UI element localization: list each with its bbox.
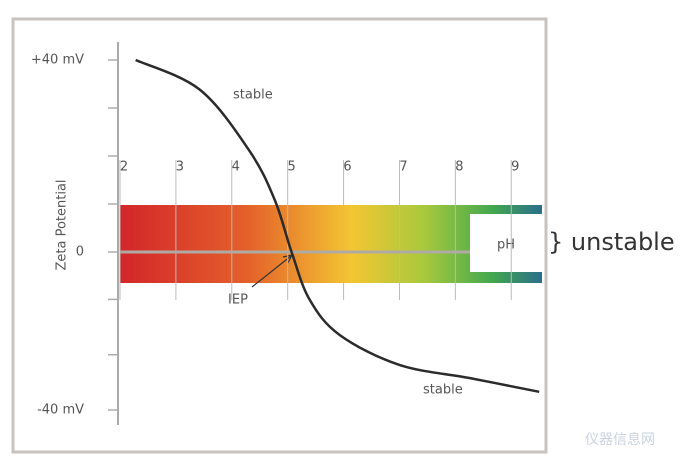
x-tick-label: 4 [232, 160, 240, 175]
x-tick-label: 5 [288, 160, 296, 175]
watermark: 仪器信息网 [585, 431, 655, 448]
x-tick-label: 9 [511, 160, 519, 175]
x-tick-label: 6 [343, 160, 351, 175]
x-tick-label: 3 [176, 160, 184, 175]
iep-arrow [251, 255, 292, 288]
y-axis-label: Zeta Potential [55, 179, 70, 270]
annotation: } unstable [548, 228, 675, 256]
x-tick-label: 2 [120, 160, 128, 175]
annotation: IEP [228, 293, 248, 308]
annotation: stable [423, 383, 463, 398]
curve [135, 58, 540, 394]
annotation: pH [497, 238, 515, 253]
frame [11, 17, 548, 454]
annotation: stable [233, 88, 273, 103]
x-tick-label: 8 [455, 160, 463, 175]
y-tick-label: +40 mV [31, 53, 84, 68]
y-tick-label: 0 [76, 245, 84, 260]
ph-box [470, 214, 542, 272]
y-tick-label: -40 mV [37, 403, 84, 418]
x-tick-label: 7 [399, 160, 407, 175]
